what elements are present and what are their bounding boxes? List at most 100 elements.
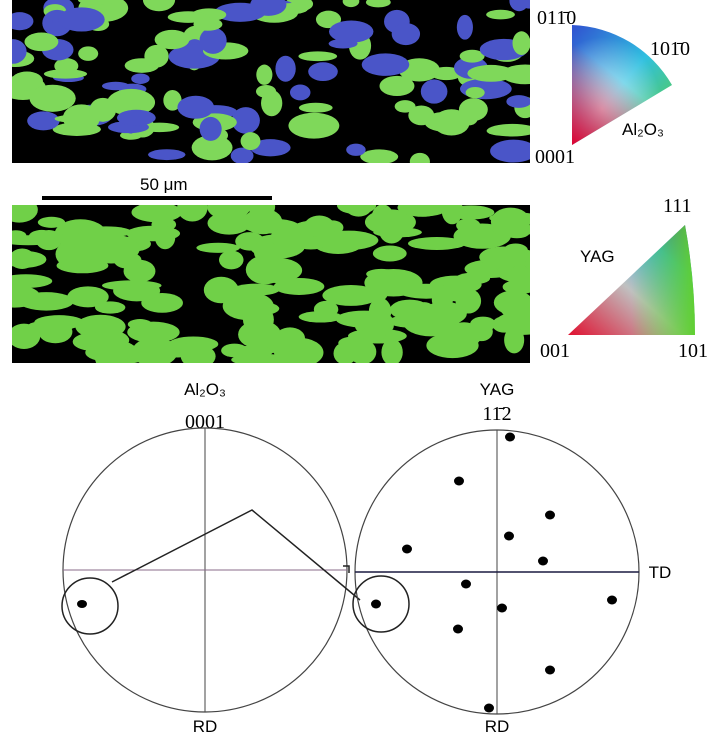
grain bbox=[361, 326, 386, 343]
grain bbox=[127, 321, 180, 343]
map-grains bbox=[12, 205, 530, 363]
grain bbox=[85, 342, 134, 362]
pole-spot bbox=[545, 510, 555, 520]
grain bbox=[512, 31, 530, 55]
pole-spot bbox=[607, 595, 617, 605]
pole-spot bbox=[402, 544, 412, 554]
pole-spot bbox=[484, 703, 494, 713]
grain bbox=[240, 132, 261, 151]
grain bbox=[365, 0, 391, 8]
grain bbox=[107, 88, 156, 116]
grain bbox=[154, 29, 190, 50]
grain bbox=[409, 152, 430, 163]
grain bbox=[27, 111, 60, 131]
td-label: TD bbox=[649, 563, 672, 582]
grain bbox=[78, 0, 117, 6]
key-label: 001 bbox=[540, 340, 570, 362]
grain bbox=[226, 345, 274, 358]
grain bbox=[360, 149, 399, 163]
pole-figure-phase: YAG bbox=[480, 380, 515, 399]
grain bbox=[207, 205, 251, 220]
grain bbox=[315, 10, 342, 29]
grain bbox=[177, 95, 215, 119]
grain bbox=[292, 220, 333, 237]
grain bbox=[372, 245, 407, 262]
grain bbox=[495, 310, 530, 335]
grain bbox=[381, 338, 403, 363]
grain bbox=[397, 205, 449, 217]
grain bbox=[148, 149, 186, 161]
grain bbox=[80, 226, 132, 238]
grain bbox=[313, 300, 339, 318]
grain bbox=[455, 272, 491, 285]
grain bbox=[243, 208, 283, 235]
pole-spots bbox=[371, 432, 617, 713]
grain bbox=[12, 274, 53, 289]
grain bbox=[298, 51, 338, 62]
grain bbox=[116, 109, 156, 126]
grain bbox=[43, 69, 88, 79]
grain bbox=[24, 32, 59, 52]
grain bbox=[101, 280, 162, 291]
key-label: YAG bbox=[580, 247, 615, 266]
pole-spot bbox=[538, 556, 548, 566]
grain bbox=[133, 350, 172, 363]
grain bbox=[308, 62, 338, 82]
map-grains bbox=[12, 0, 530, 163]
grain bbox=[465, 87, 485, 99]
grain bbox=[94, 301, 126, 314]
grain bbox=[298, 102, 333, 113]
grain bbox=[250, 139, 291, 157]
grain bbox=[492, 222, 530, 237]
grain bbox=[261, 90, 283, 117]
grain bbox=[12, 71, 43, 91]
grain bbox=[245, 255, 285, 285]
grain bbox=[426, 332, 479, 359]
grain bbox=[230, 147, 254, 163]
key-label: 011̄0 bbox=[537, 7, 576, 29]
grain bbox=[336, 205, 377, 215]
grain bbox=[29, 84, 76, 112]
grain bbox=[142, 0, 176, 12]
grain bbox=[12, 39, 27, 64]
grain bbox=[12, 248, 36, 269]
pole-spot bbox=[504, 531, 514, 541]
grain bbox=[177, 205, 208, 222]
grain bbox=[56, 257, 109, 274]
grain bbox=[506, 95, 530, 108]
key-label: 101̄0 bbox=[650, 38, 690, 60]
connector-line bbox=[111, 509, 361, 601]
pole-figure-pole: 11̄2 bbox=[482, 403, 511, 425]
grain bbox=[167, 11, 209, 23]
grain bbox=[342, 0, 360, 8]
grain bbox=[275, 55, 296, 82]
grain bbox=[456, 218, 481, 233]
pole-spot bbox=[77, 600, 87, 608]
grain bbox=[144, 44, 169, 68]
grain bbox=[421, 301, 467, 326]
grain bbox=[394, 100, 416, 113]
grain bbox=[131, 205, 183, 223]
grain bbox=[27, 320, 74, 333]
grain bbox=[290, 84, 311, 101]
grain bbox=[458, 98, 488, 121]
marker bbox=[343, 565, 350, 573]
grain bbox=[486, 9, 515, 20]
grain bbox=[238, 320, 281, 349]
grain bbox=[89, 97, 117, 122]
color-key-shade bbox=[572, 25, 672, 145]
grain bbox=[366, 268, 397, 280]
grain bbox=[504, 326, 525, 354]
pole-figure-phase: Al₂O₃ bbox=[184, 380, 226, 399]
pole-figure-pole: 0001 bbox=[185, 411, 225, 433]
grain bbox=[502, 279, 530, 294]
grain bbox=[408, 236, 466, 250]
highlight-circle bbox=[352, 575, 410, 633]
grain bbox=[322, 284, 380, 306]
grain bbox=[274, 337, 324, 363]
grain bbox=[470, 316, 496, 332]
rd-label: RD bbox=[485, 717, 510, 736]
grain bbox=[12, 12, 34, 31]
highlight-circle bbox=[61, 577, 119, 635]
